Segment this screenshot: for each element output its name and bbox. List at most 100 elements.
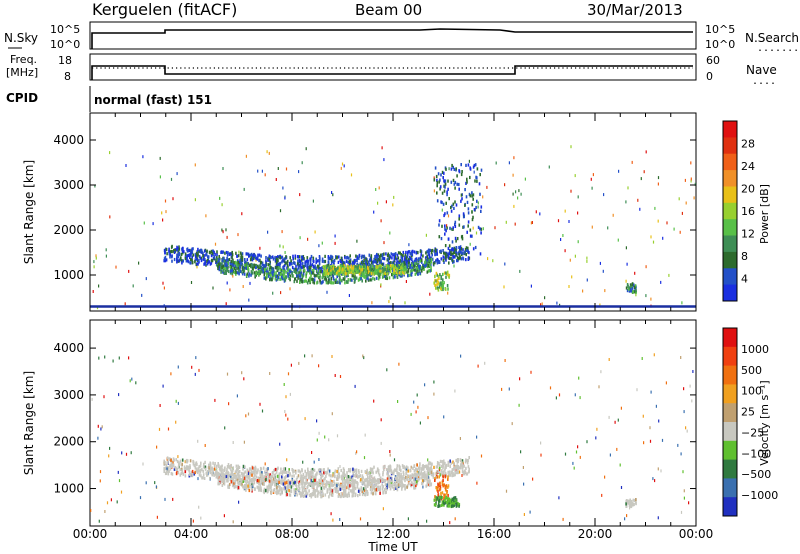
scatter-speckle (645, 265, 647, 269)
scatter-cell (254, 465, 257, 469)
scatter-speckle (417, 405, 419, 409)
scatter-cell (453, 260, 455, 264)
scatter-cell (226, 253, 229, 257)
scatter-cell (301, 280, 304, 284)
scatter-cell (295, 477, 298, 482)
scatter-cell (228, 258, 231, 262)
scatter-cell (271, 475, 273, 479)
scatter-speckle (290, 363, 292, 367)
scatter-cell (388, 276, 391, 280)
scatter-cell (439, 485, 442, 489)
scatter-cell (265, 467, 268, 471)
scatter-cell (235, 477, 237, 481)
scatter-speckle (383, 241, 385, 245)
scatter-speckle (175, 399, 177, 403)
scatter-cell (416, 482, 419, 486)
scatter-cell (455, 250, 458, 255)
scatter-cell (395, 476, 398, 480)
scatter-cell (219, 480, 222, 484)
scatter-cell (446, 193, 448, 197)
scatter-speckle (232, 274, 234, 278)
scatter-cell (375, 479, 378, 483)
scatter-cell (428, 253, 431, 257)
scatter-cell (186, 247, 189, 251)
scatter-cell (177, 250, 179, 254)
scatter-cell (287, 272, 289, 276)
scatter-cell (244, 470, 246, 474)
scatter-cell (234, 484, 236, 488)
scatter-cell (293, 488, 295, 492)
scatter-cell (635, 290, 637, 294)
scatter-cell (380, 270, 383, 274)
scatter-cell (264, 489, 267, 493)
scatter-cell (442, 287, 444, 292)
scatter-cell (179, 467, 182, 472)
scatter-cell (300, 270, 302, 274)
scatter-speckle (175, 420, 177, 424)
scatter-speckle (660, 469, 662, 473)
scatter-cell (284, 483, 286, 487)
scatter-cell (361, 479, 364, 483)
scatter-cell (189, 464, 191, 468)
scatter-speckle (164, 199, 167, 203)
scatter-cell (374, 271, 376, 275)
scatter-cell (263, 276, 266, 280)
scatter-speckle (383, 158, 385, 162)
scatter-cell (440, 277, 442, 281)
scatter-cell (191, 255, 193, 259)
scatter-cell (398, 271, 401, 275)
scatter-cell (268, 484, 270, 488)
scatter-cell (454, 236, 457, 240)
scatter-cell (442, 484, 444, 488)
scatter-cell (314, 478, 316, 482)
scatter-cell (231, 262, 233, 267)
scatter-cell (251, 473, 253, 477)
scatter-cell (426, 475, 429, 479)
scatter-cell (402, 465, 404, 470)
scatter-cell (394, 468, 396, 472)
scatter-speckle (286, 458, 288, 462)
scatter-speckle (601, 493, 603, 497)
scatter-cell (346, 471, 348, 475)
scatter-cell (457, 467, 459, 471)
scatter-cell (379, 272, 381, 276)
scatter-speckle (515, 190, 517, 194)
scatter-speckle (673, 227, 675, 231)
scatter-cell (307, 261, 309, 265)
scatter-speckle (236, 394, 238, 398)
scatter-cell (407, 274, 409, 278)
scatter-cell (292, 254, 294, 258)
scatter-cell (245, 260, 247, 264)
scatter-cell (342, 269, 344, 273)
scatter-cell (299, 470, 302, 474)
scatter-cell (458, 214, 461, 218)
scatter-cell (295, 480, 298, 484)
scatter-cell (409, 469, 412, 473)
scatter-speckle (626, 262, 628, 266)
scatter-speckle (110, 498, 112, 502)
scatter-cell (281, 275, 283, 279)
scatter-cell (467, 211, 470, 215)
scatter-cell (363, 272, 365, 276)
scatter-cell (177, 246, 179, 250)
scatter-speckle (330, 512, 332, 516)
scatter-speckle (212, 286, 214, 290)
scatter-speckle (334, 374, 336, 377)
scatter-cell (222, 269, 225, 273)
scatter-cell (270, 491, 272, 495)
nave-label: Nave (746, 63, 777, 77)
scatter-cell (220, 472, 223, 477)
scatter-cell (253, 271, 256, 275)
scatter-cell (431, 472, 433, 476)
scatter-cell (331, 493, 334, 497)
scatter-cell (349, 278, 352, 282)
scatter-cell (245, 252, 248, 256)
scatter-cell (401, 477, 403, 481)
scatter-cell (266, 472, 268, 477)
scatter-cell (432, 262, 435, 266)
scatter-cell (239, 269, 242, 274)
scatter-cell (184, 252, 187, 256)
scatter-cell (376, 467, 379, 471)
scatter-cell (300, 258, 303, 262)
scatter-cell (390, 469, 393, 474)
